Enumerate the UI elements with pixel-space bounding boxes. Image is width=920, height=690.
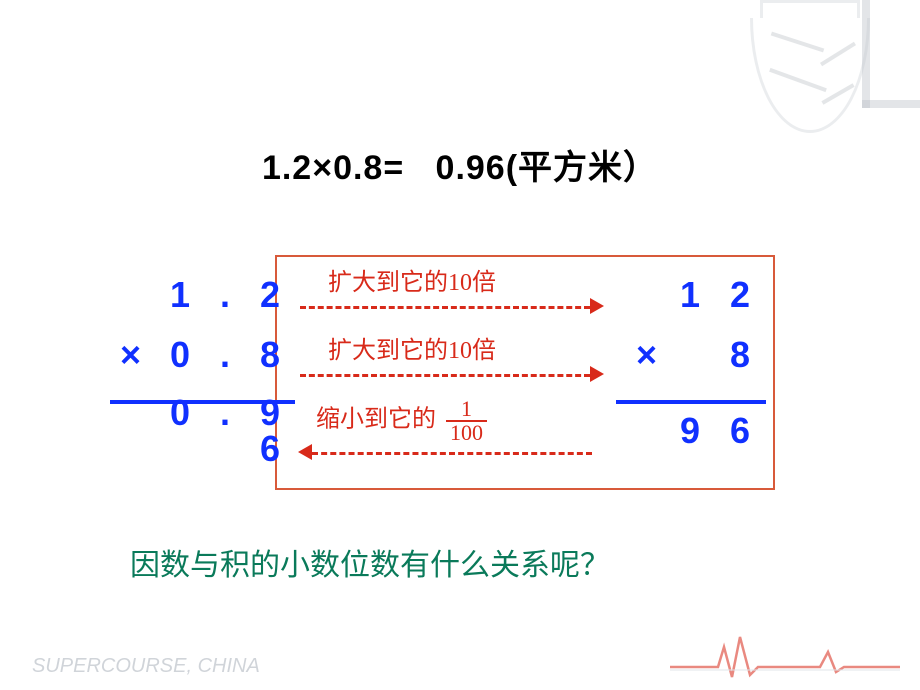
- right-operand-2-row: × 8: [620, 325, 760, 385]
- left-operand-2: 0 . 8: [170, 337, 290, 373]
- arrow-3-line: [312, 452, 592, 455]
- right-operand-2: 8: [730, 337, 760, 373]
- left-product: 0 . 9 6: [120, 401, 290, 461]
- arrow-2-head: [590, 366, 604, 382]
- multiply-symbol-right: ×: [636, 337, 667, 373]
- arrow-3-head: [298, 444, 312, 460]
- left-operand-1: 1 . 2: [120, 265, 290, 325]
- fraction-denominator: 100: [446, 422, 487, 444]
- footer-label: SUPERCOURSE, CHINA: [32, 655, 260, 678]
- right-multiplication: 1 2 × 8 9 6: [620, 265, 760, 461]
- left-underline: [110, 400, 295, 404]
- left-operand-2-row: × 0 . 8: [120, 325, 290, 385]
- arrow-2-line: [300, 374, 590, 377]
- equation-title: 1.2×0.8= 0.96(平方米）: [0, 140, 920, 189]
- fraction: 1 100: [446, 398, 487, 444]
- annotation-3: 缩小到它的 1 100: [316, 398, 487, 444]
- fraction-numerator: 1: [446, 398, 487, 422]
- right-underline: [616, 400, 766, 404]
- left-multiplication: 1 . 2 × 0 . 8 0 . 9 6: [120, 265, 290, 461]
- right-product: 9 6: [620, 401, 760, 461]
- ekg-icon: [670, 627, 900, 682]
- arrow-1-line: [300, 306, 590, 309]
- annotation-2: 扩大到它的10倍: [328, 330, 496, 365]
- equation-expression: 1.2×0.8=: [262, 149, 404, 187]
- arrow-1-head: [590, 298, 604, 314]
- annotation-3-text: 缩小到它的: [316, 407, 436, 433]
- question-text: 因数与积的小数位数有什么关系呢？: [130, 540, 610, 584]
- annotation-1: 扩大到它的10倍: [328, 262, 496, 297]
- equation-result: 0.96(平方米）: [436, 149, 659, 187]
- right-operand-1: 1 2: [620, 265, 760, 325]
- multiply-symbol-left: ×: [120, 337, 151, 373]
- shield-watermark: [740, 0, 880, 150]
